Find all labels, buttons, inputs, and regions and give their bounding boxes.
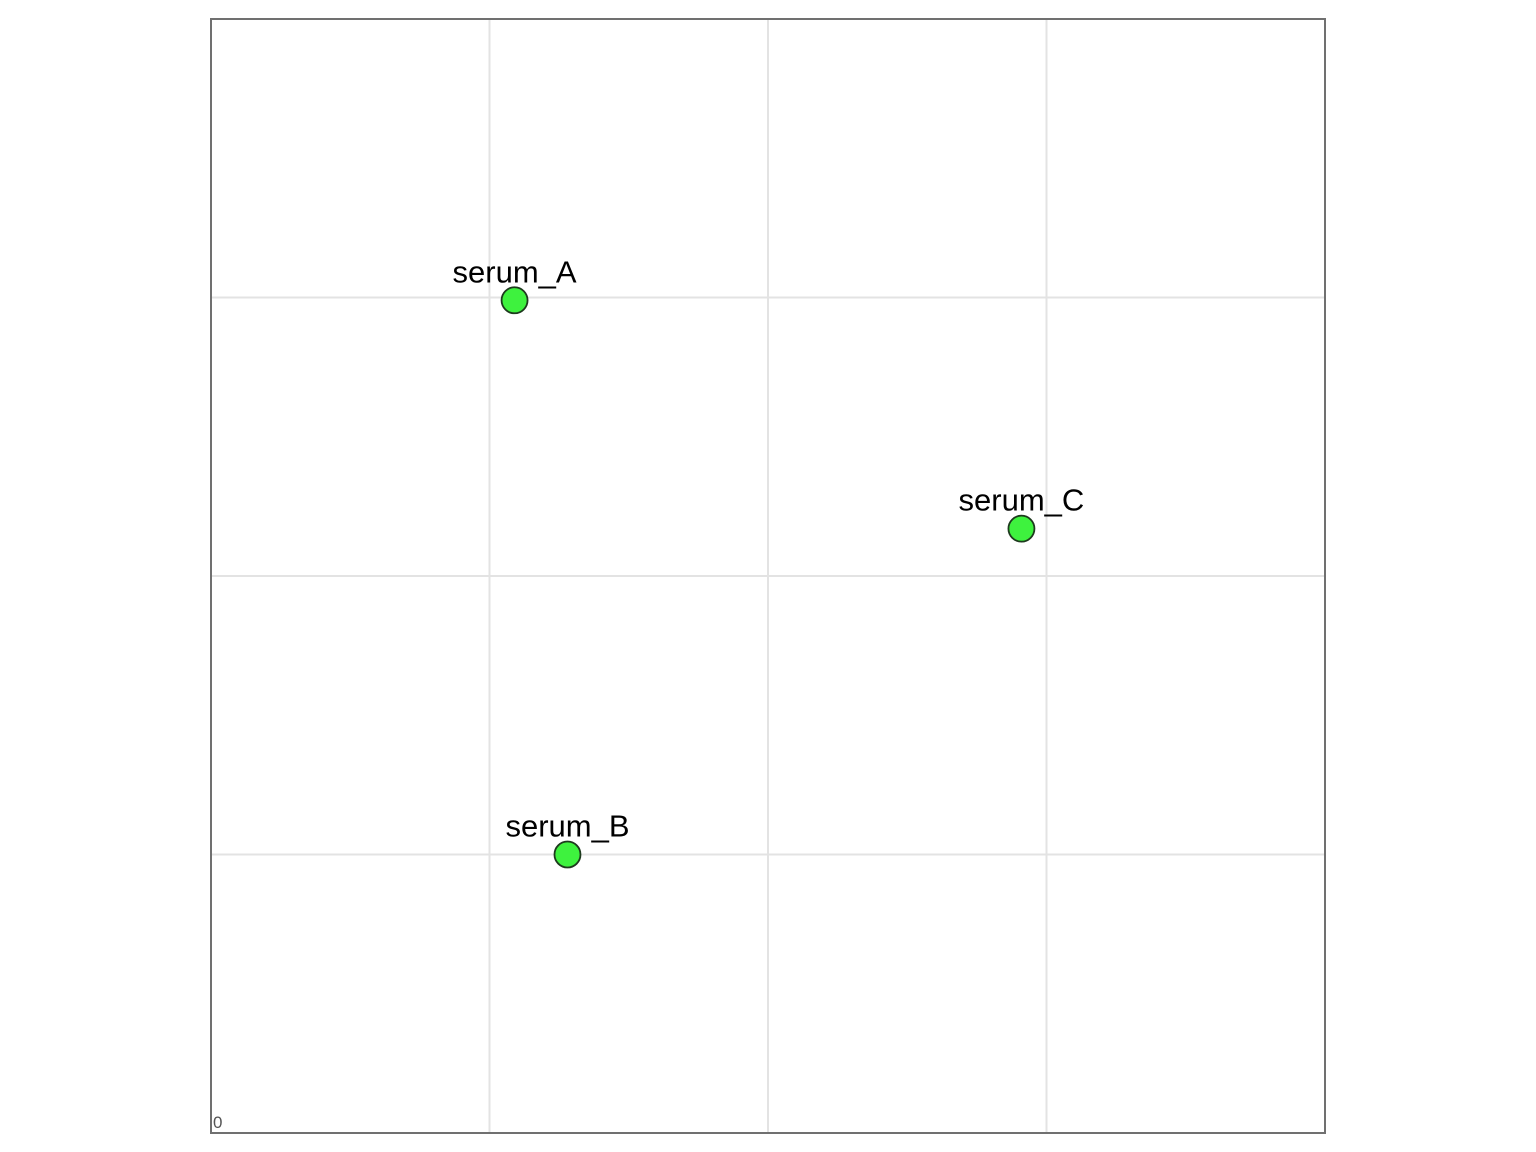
point-label: serum_A bbox=[453, 254, 577, 289]
data-point bbox=[553, 840, 582, 869]
plot-border bbox=[210, 18, 1326, 1134]
grid-lines bbox=[211, 19, 1325, 1133]
point-label: serum_C bbox=[959, 483, 1085, 518]
point-label: serum_B bbox=[505, 809, 629, 844]
data-points bbox=[500, 286, 1036, 869]
corner-label: 0 bbox=[213, 1113, 222, 1132]
point-labels: serum_A serum_B serum_C bbox=[453, 254, 1085, 843]
data-point bbox=[1007, 514, 1036, 543]
data-point bbox=[500, 286, 529, 315]
